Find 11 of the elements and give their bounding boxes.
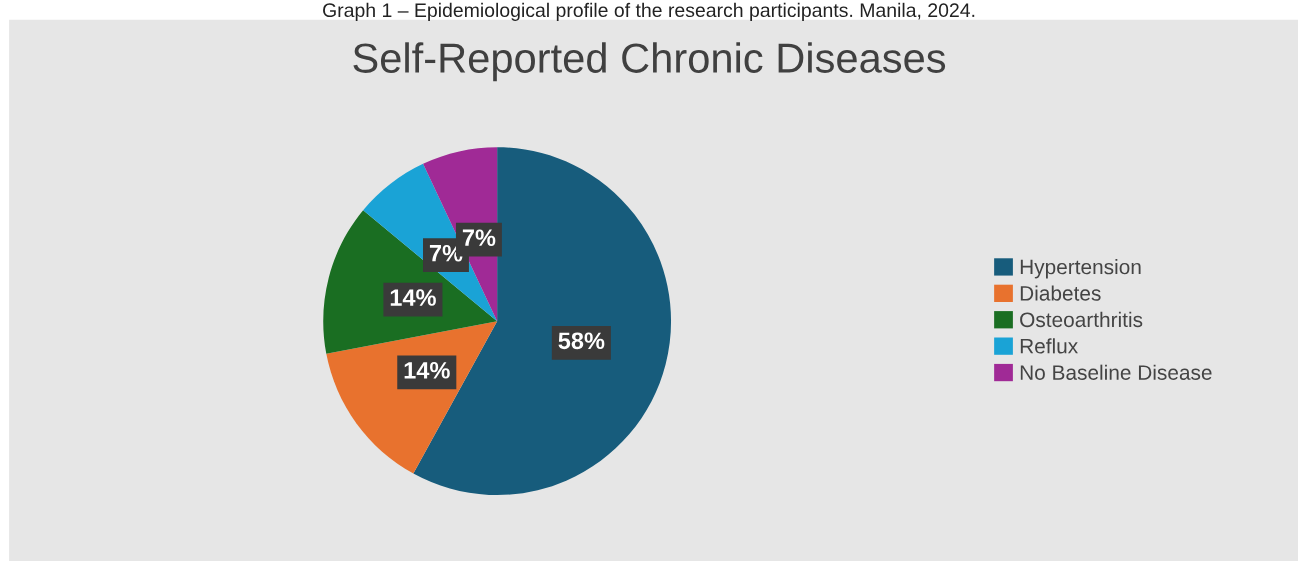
legend-label: Hypertension	[1020, 259, 1141, 279]
legend-label: Osteoarthritis	[1020, 311, 1143, 328]
legend-label: Reflux	[1020, 338, 1078, 354]
chart-title: Self-Reported Chronic Diseases	[353, 42, 946, 82]
data-label: 58%	[558, 332, 605, 350]
data-label: 14%	[390, 289, 436, 306]
caption: Graph 1 – Epidemiological profile of the research participants. Manila, 2024.	[323, 2, 975, 21]
legend-label: Diabetes	[1020, 285, 1101, 301]
data-label: 14%	[404, 361, 450, 379]
data-label: 7%	[462, 229, 496, 246]
legend-label: No Baseline Disease	[1020, 364, 1212, 380]
